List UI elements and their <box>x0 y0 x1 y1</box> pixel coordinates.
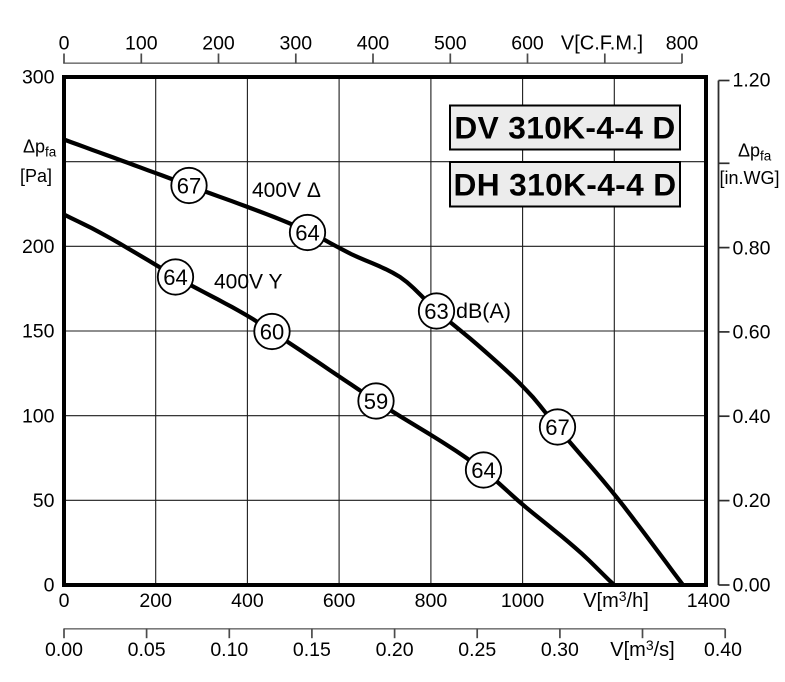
svg-text:dB(A): dB(A) <box>456 299 511 323</box>
svg-text:1400: 1400 <box>687 590 731 612</box>
svg-text:59: 59 <box>364 389 388 414</box>
svg-text:300: 300 <box>22 67 55 89</box>
svg-text:60: 60 <box>260 319 284 344</box>
svg-text:800: 800 <box>415 590 448 612</box>
svg-text:0.80: 0.80 <box>733 237 771 259</box>
svg-text:67: 67 <box>177 173 201 198</box>
svg-text:V[C.F.M.]: V[C.F.M.] <box>561 33 643 55</box>
svg-text:0: 0 <box>59 33 70 55</box>
svg-text:0.25: 0.25 <box>458 639 496 661</box>
svg-text:1000: 1000 <box>501 590 545 612</box>
svg-text:0.00: 0.00 <box>733 575 771 597</box>
svg-text:[Pa]: [Pa] <box>20 166 52 186</box>
svg-text:0.40: 0.40 <box>733 406 771 428</box>
svg-text:0.30: 0.30 <box>541 639 579 661</box>
svg-text:0.60: 0.60 <box>733 322 771 344</box>
svg-text:0.20: 0.20 <box>733 490 771 512</box>
svg-text:0.40: 0.40 <box>704 639 742 661</box>
svg-text:V[m3/h]: V[m3/h] <box>583 588 649 612</box>
svg-text:0.00: 0.00 <box>45 639 83 661</box>
svg-text:63: 63 <box>424 299 448 324</box>
svg-text:Δpfa: Δpfa <box>23 136 57 159</box>
svg-text:400V Y: 400V Y <box>214 271 283 294</box>
svg-text:[in.WG]: [in.WG] <box>720 168 780 188</box>
svg-text:200: 200 <box>139 590 172 612</box>
svg-text:100: 100 <box>22 405 55 427</box>
svg-text:800: 800 <box>666 33 699 55</box>
svg-text:V[m3/s]: V[m3/s] <box>610 637 674 661</box>
svg-text:200: 200 <box>22 236 55 258</box>
svg-text:DH 310K-4-4 D: DH 310K-4-4 D <box>454 167 677 203</box>
svg-text:50: 50 <box>33 490 55 512</box>
svg-text:400: 400 <box>231 590 264 612</box>
svg-text:64: 64 <box>471 458 495 483</box>
svg-text:0: 0 <box>44 575 55 597</box>
svg-text:400V Δ: 400V Δ <box>252 179 321 202</box>
svg-text:1.20: 1.20 <box>733 69 771 91</box>
svg-text:64: 64 <box>295 220 319 245</box>
svg-text:400: 400 <box>357 33 390 55</box>
svg-text:0.20: 0.20 <box>376 639 414 661</box>
svg-text:0.10: 0.10 <box>210 639 248 661</box>
svg-text:200: 200 <box>202 33 235 55</box>
svg-text:600: 600 <box>511 33 544 55</box>
svg-text:300: 300 <box>280 33 313 55</box>
svg-text:67: 67 <box>545 415 569 440</box>
svg-text:0.15: 0.15 <box>293 639 331 661</box>
svg-text:600: 600 <box>323 590 356 612</box>
svg-text:100: 100 <box>125 33 158 55</box>
svg-text:64: 64 <box>163 265 187 290</box>
svg-text:0.05: 0.05 <box>128 639 166 661</box>
svg-text:Δpfa: Δpfa <box>738 141 772 164</box>
svg-text:0: 0 <box>59 590 70 612</box>
svg-text:150: 150 <box>22 321 55 343</box>
svg-text:DV 310K-4-4 D: DV 310K-4-4 D <box>454 110 675 146</box>
svg-text:500: 500 <box>434 33 467 55</box>
